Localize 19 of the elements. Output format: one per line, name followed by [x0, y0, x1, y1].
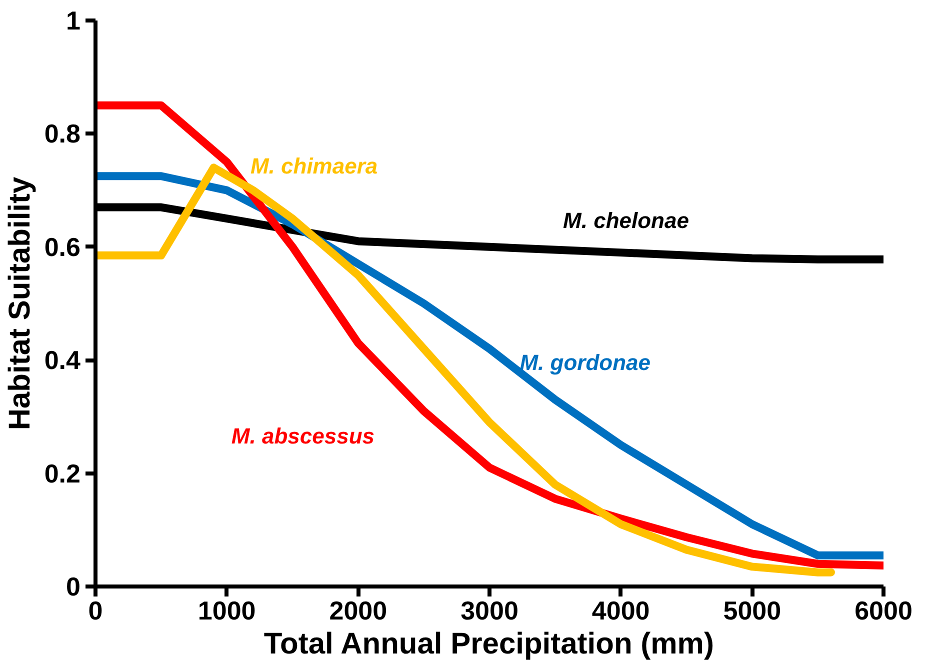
y-axis-title: Habitat Suitability [3, 176, 36, 430]
x-tick-label: 1000 [198, 596, 256, 626]
x-axis-title: Total Annual Precipitation (mm) [264, 628, 714, 660]
y-tick-label: 0 [66, 572, 81, 602]
y-tick-label: 0.6 [44, 232, 81, 262]
y-tick-label: 0.4 [44, 345, 82, 376]
x-tick-label: 4000 [592, 596, 650, 626]
series-label: M. chelonae [563, 208, 689, 233]
x-tick-label: 3000 [460, 596, 518, 626]
x-tick-label: 0 [88, 596, 103, 626]
y-tick-label: 0.8 [44, 118, 81, 149]
series-label: M. gordonae [520, 350, 650, 375]
series-label: M. chimaera [250, 153, 378, 178]
y-tick-label: 1 [66, 6, 81, 36]
x-tick-label: 5000 [723, 596, 782, 626]
x-tick-label: 2000 [329, 596, 388, 626]
x-tick-label: 6000 [854, 596, 912, 626]
text: M. abscessus [231, 423, 375, 448]
y-tick-label: 0.2 [44, 458, 81, 488]
